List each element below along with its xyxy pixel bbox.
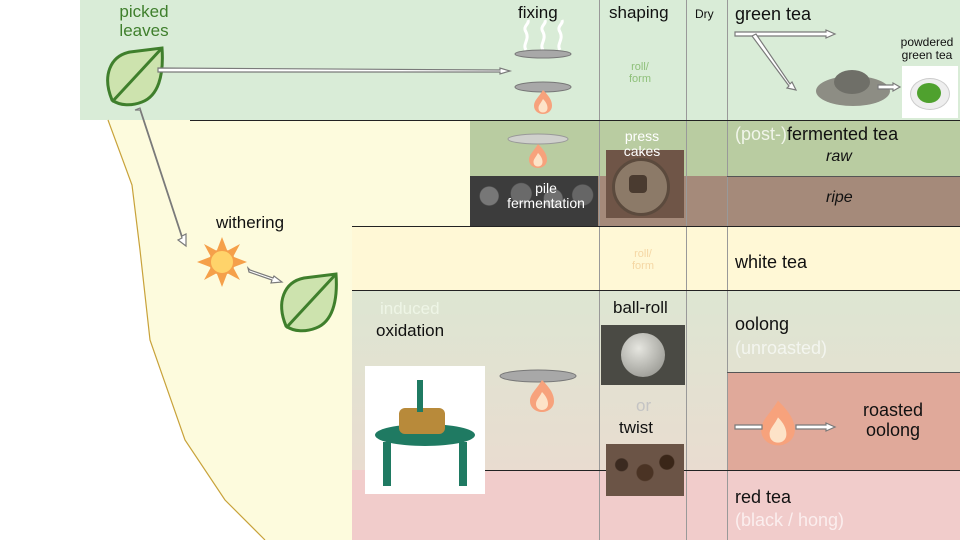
ball-roll-machine-photo <box>601 325 685 385</box>
ball-roll-label: ball-roll <box>613 298 668 317</box>
rolling-machine-photo <box>365 366 485 494</box>
induced-label: induced <box>380 299 440 318</box>
leaf-icon <box>106 46 164 107</box>
withering-label: withering <box>216 213 285 232</box>
red-tea-label: red tea <box>735 487 792 507</box>
flame-icon <box>529 144 547 168</box>
fermented-tea-label: (post-)fermented tea <box>735 124 899 145</box>
steam-icon <box>523 19 564 51</box>
white-tea-band <box>352 226 960 290</box>
pan-icon <box>507 133 569 145</box>
arrow-icon <box>157 67 513 75</box>
roll-word: roll/ <box>631 61 649 73</box>
press-cakes-label: press cakes <box>613 128 671 160</box>
shaping-column-left <box>599 0 600 540</box>
stone-mill-photo <box>810 66 898 116</box>
oxidation-label: oxidation <box>376 321 445 340</box>
shaping-header: shaping <box>609 3 669 22</box>
or-label: or <box>636 396 652 415</box>
arrow-icon <box>751 33 798 91</box>
pile-fermentation-photo <box>470 176 598 226</box>
post-prefix: (post-) <box>735 124 788 144</box>
green-tea-band <box>80 0 960 120</box>
arrow-icon <box>734 422 837 432</box>
dry-header: Dry <box>695 7 714 21</box>
fermented-raw-band <box>470 120 960 176</box>
dry-column-right <box>727 0 728 540</box>
pile-word: pile <box>535 180 557 196</box>
withering-area-top <box>352 120 470 226</box>
pile-fermentation-label: pile fermentation <box>496 180 596 212</box>
flame-icon <box>534 90 552 114</box>
flame-icon <box>761 400 795 446</box>
roll-word: roll/ <box>634 248 652 260</box>
twisted-leaves-photo <box>606 444 684 496</box>
unroasted-label: (unroasted) <box>735 338 828 358</box>
matcha-bowl-photo <box>902 66 958 118</box>
shaping-column-right <box>686 0 687 540</box>
pan-icon <box>499 369 577 383</box>
leaves-word: leaves <box>119 20 169 40</box>
white-tea-label: white tea <box>735 252 808 272</box>
flame-icon <box>530 380 554 412</box>
row-line-roasted <box>727 372 960 373</box>
fermentation-word: fermentation <box>507 195 585 212</box>
powdered-green-tea-label: powdered green tea <box>895 35 959 63</box>
roll-form-white-label: roll/ form <box>615 248 671 272</box>
arrow-icon <box>246 266 284 284</box>
leaf-icon <box>280 272 338 333</box>
arrow-icon <box>134 107 187 248</box>
arrow-icon <box>734 29 837 39</box>
fermented-word: fermented tea <box>787 124 899 144</box>
picked-word: picked <box>119 2 169 21</box>
row-line-green <box>190 120 960 121</box>
twist-label: twist <box>619 418 653 437</box>
form-word: form <box>632 260 654 273</box>
tea-cake-photo <box>606 150 684 218</box>
row-line-white-bottom <box>352 290 960 291</box>
powdered-word: powdered <box>900 35 954 49</box>
green-tea-word: green tea <box>901 48 953 63</box>
ripe-label: ripe <box>826 189 853 206</box>
oolong-word: oolong <box>865 419 921 440</box>
green-tea-label: green tea <box>735 4 812 24</box>
picked-leaves-label: picked leaves <box>116 2 172 40</box>
raw-label: raw <box>826 148 852 165</box>
row-line-fermented <box>727 176 960 177</box>
roasted-word: roasted <box>862 400 924 420</box>
sun-icon <box>197 237 247 287</box>
row-line-white-top <box>352 226 960 227</box>
roll-form-green-label: roll/ form <box>612 61 668 85</box>
pan-icon <box>514 49 572 59</box>
cakes-word: cakes <box>623 143 661 160</box>
fixing-header: fixing <box>518 3 558 22</box>
arrow-icon <box>877 81 902 93</box>
row-line-red <box>484 470 960 471</box>
press-word: press <box>624 128 660 144</box>
oolong-label: oolong <box>735 314 790 334</box>
roasted-oolong-label: roasted oolong <box>856 400 930 441</box>
black-hong-label: (black / hong) <box>735 510 845 530</box>
form-word: form <box>629 73 651 86</box>
